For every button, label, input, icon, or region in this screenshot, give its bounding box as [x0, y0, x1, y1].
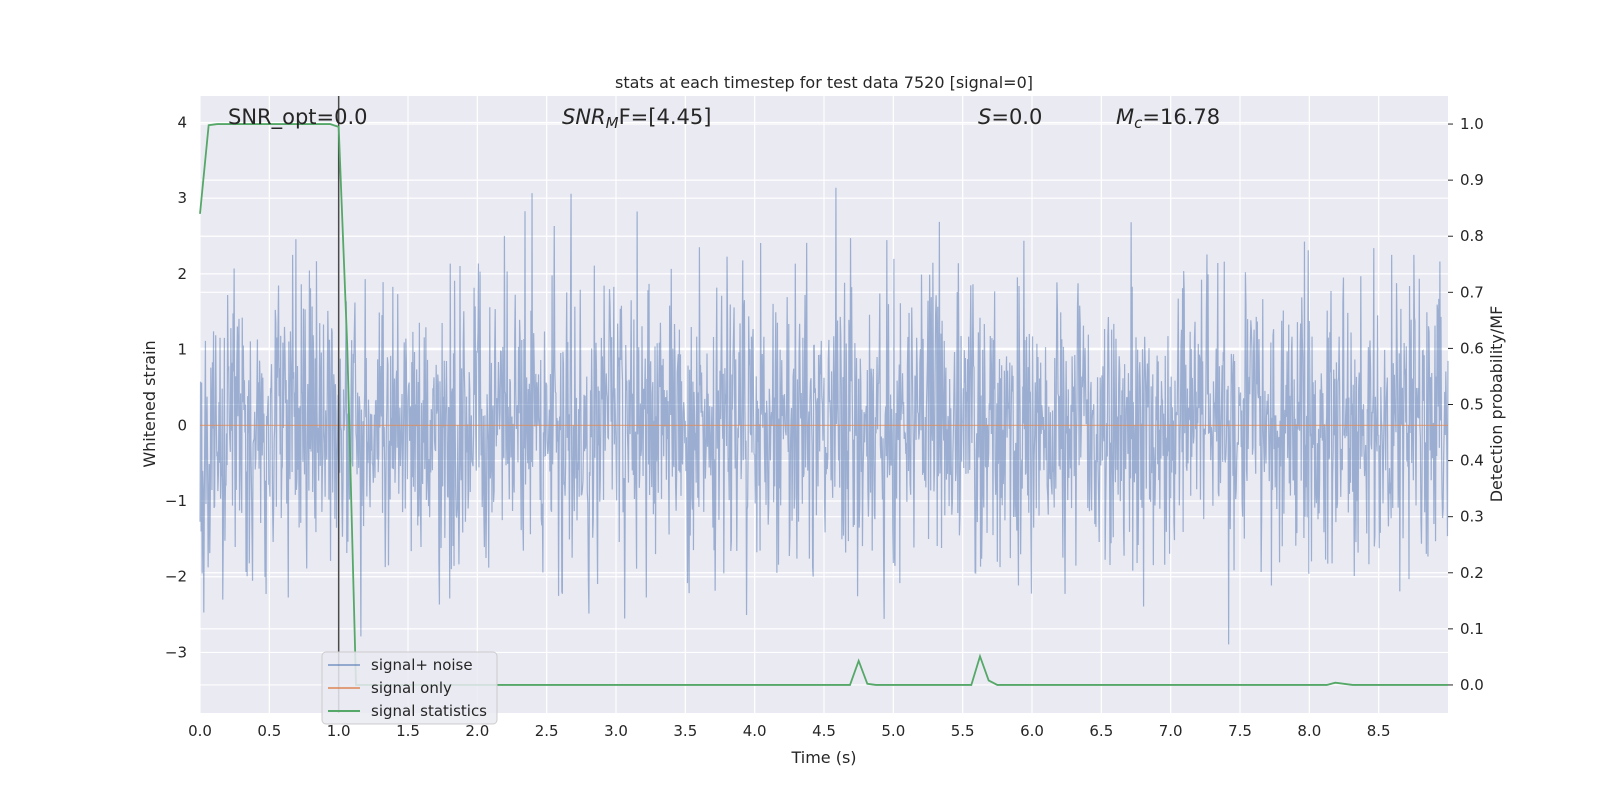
x-tick-label: 8.5 [1367, 722, 1391, 740]
x-tick-label: 3.5 [673, 722, 697, 740]
y-tick-label: −2 [165, 568, 187, 586]
x-axis-ticks: 0.0 0.5 1.0 1.5 2.0 2.5 3.0 3.5 4.0 4.5 5.0 5.5 6.0 6… [188, 722, 1391, 740]
x-tick-label: 3.0 [604, 722, 628, 740]
x-tick-label: 2.5 [535, 722, 559, 740]
x-tick-label: 0.5 [257, 722, 281, 740]
annotation-snr-opt: SNR_opt=0.0 [228, 105, 368, 130]
y-right-tick-label: 0.8 [1460, 227, 1484, 245]
y-right-tick-label: 0.5 [1460, 396, 1484, 414]
y-right-tick-label: 1.0 [1460, 115, 1484, 133]
x-tick-label: 4.0 [743, 722, 767, 740]
x-tick-label: 1.5 [396, 722, 420, 740]
x-tick-label: 5.5 [951, 722, 975, 740]
y-right-tick-label: 0.3 [1460, 508, 1484, 526]
y-right-tick-label: 0.1 [1460, 620, 1484, 638]
x-tick-label: 6.0 [1020, 722, 1044, 740]
y-right-tick-label: 0.6 [1460, 339, 1484, 357]
y-right-tick-label: 0.9 [1460, 171, 1484, 189]
x-tick-label: 4.5 [812, 722, 836, 740]
y-axis-right-label: Detection probability/MF [1487, 306, 1506, 503]
chart-title: stats at each timestep for test data 752… [615, 73, 1033, 92]
x-axis-label: Time (s) [790, 748, 856, 767]
y-tick-label: −1 [165, 492, 187, 510]
annotation-s: S=0.0 [978, 105, 1042, 129]
x-tick-label: 6.5 [1089, 722, 1113, 740]
y-tick-label: 2 [177, 265, 187, 283]
x-tick-label: 5.0 [881, 722, 905, 740]
x-tick-label: 2.0 [465, 722, 489, 740]
x-tick-label: 7.0 [1159, 722, 1183, 740]
annotation-mc: Mc=16.78 [1116, 105, 1220, 132]
y-tick-label: 3 [177, 189, 187, 207]
y-axis-label: Whitened strain [140, 340, 159, 467]
y-tick-label: 1 [177, 341, 187, 359]
x-tick-label: 8.0 [1297, 722, 1321, 740]
y-right-tick-label: 0.2 [1460, 564, 1484, 582]
series-lines [199, 96, 1448, 713]
legend-box [321, 651, 498, 725]
legend-label-signal-statistics: signal statistics [371, 702, 487, 720]
x-tick-label: 0.0 [188, 722, 212, 740]
annotation-snr-mf: SNRMF=[4.45] [562, 105, 711, 132]
x-tick-label: 1.0 [327, 722, 351, 740]
signal-statistics-line [199, 123, 1448, 686]
y-axis-right-ticks: 0.0 0.1 0.2 0.3 0.4 0.5 0.6 0.7 0.8 0.9 1.0 [1448, 115, 1484, 694]
y-right-tick-label: 0.4 [1460, 452, 1484, 470]
x-tick-label: 7.5 [1228, 722, 1252, 740]
legend: signal+ noise signal only signal statist… [321, 651, 498, 725]
legend-label-signal-only: signal only [371, 679, 452, 697]
series-signal-noise [199, 187, 1449, 645]
y-right-tick-label: 0.0 [1460, 676, 1484, 694]
y-tick-label: −3 [165, 643, 187, 661]
signal-noise-line [199, 187, 1449, 645]
y-right-tick-label: 0.7 [1460, 283, 1484, 301]
y-tick-label: 4 [177, 113, 187, 131]
y-axis-ticks: −3 −2 −1 0 1 2 3 4 [165, 113, 187, 661]
y-tick-label: 0 [177, 416, 187, 434]
legend-label-signal-noise: signal+ noise [371, 656, 473, 674]
